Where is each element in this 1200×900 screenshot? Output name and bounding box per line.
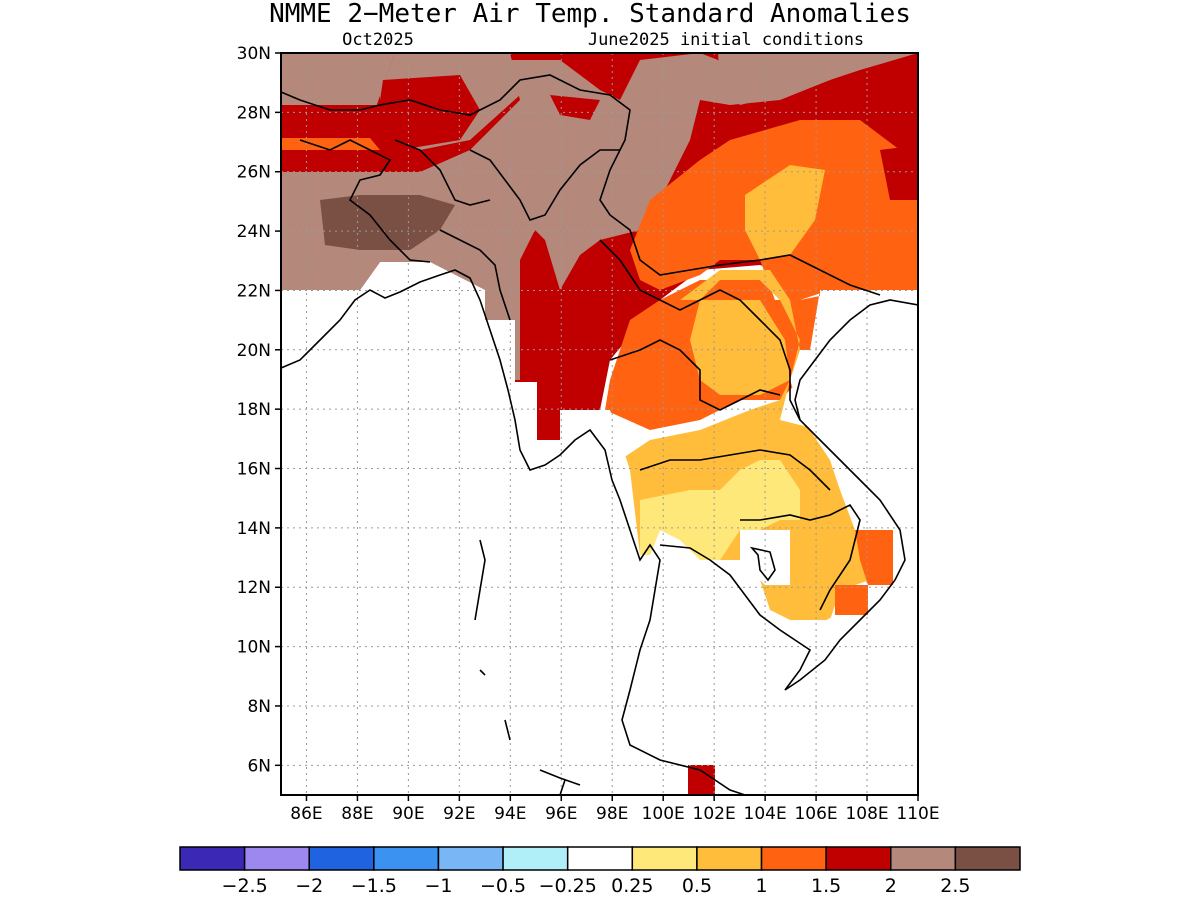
colorbar-label: −2 bbox=[295, 875, 323, 897]
colorbar-swatch bbox=[954, 846, 1021, 871]
lat-tick-label: 20N bbox=[237, 341, 271, 361]
colorbar-swatch bbox=[308, 846, 375, 871]
colorbar-label: −2.5 bbox=[222, 875, 268, 897]
colorbar-swatch bbox=[631, 846, 698, 871]
lat-tick-label: 22N bbox=[237, 281, 271, 301]
colorbar-label: −1 bbox=[424, 875, 452, 897]
colorbar-label: −0.5 bbox=[480, 875, 526, 897]
figure-title: NMME 2−Meter Air Temp. Standard Anomalie… bbox=[269, 0, 911, 29]
lon-tick-label: 100E bbox=[642, 804, 685, 824]
lon-tick-label: 94E bbox=[494, 804, 526, 824]
initial-conditions-label: June2025 initial conditions bbox=[588, 30, 864, 50]
colorbar bbox=[179, 846, 1021, 871]
lon-tick-label: 96E bbox=[545, 804, 577, 824]
lon-tick-label: 90E bbox=[392, 804, 424, 824]
colorbar-label: 2 bbox=[885, 875, 897, 897]
lon-tick-label: 110E bbox=[896, 804, 939, 824]
lon-tick-label: 108E bbox=[845, 804, 888, 824]
colorbar-swatch bbox=[502, 846, 569, 871]
lon-tick-label: 106E bbox=[794, 804, 837, 824]
colorbar-swatch bbox=[825, 846, 892, 871]
lat-tick-label: 18N bbox=[237, 400, 271, 420]
colorbar-label: 0.5 bbox=[682, 875, 712, 897]
latitude-axis-labels: 30N 28N 26N 24N 22N 20N 18N 16N 14N 12N 10N 8N 6N bbox=[237, 44, 281, 776]
colorbar-swatch bbox=[437, 846, 504, 871]
colorbar-labels: −2.5 −2 −1.5 −1 −0.5 −0.25 0.25 0.5 1 1.5 2 2.5 bbox=[222, 875, 971, 897]
colorbar-label: 1.5 bbox=[811, 875, 841, 897]
colorbar-swatch bbox=[373, 846, 440, 871]
lat-tick-label: 24N bbox=[237, 222, 271, 242]
lat-tick-label: 12N bbox=[237, 578, 271, 598]
lat-tick-label: 16N bbox=[237, 460, 271, 480]
colorbar-swatch bbox=[696, 846, 763, 871]
lon-tick-label: 88E bbox=[341, 804, 373, 824]
lat-tick-label: 30N bbox=[237, 44, 271, 64]
lon-tick-label: 86E bbox=[290, 804, 322, 824]
colorbar-label: −0.25 bbox=[539, 875, 597, 897]
lat-tick-label: 8N bbox=[247, 697, 271, 717]
lon-tick-label: 98E bbox=[596, 804, 628, 824]
lat-tick-label: 14N bbox=[237, 519, 271, 539]
lat-tick-label: 28N bbox=[237, 103, 271, 123]
colorbar-swatch bbox=[890, 846, 957, 871]
anomaly-fill-layer bbox=[281, 53, 918, 795]
longitude-axis-labels: 86E 88E 90E 92E 94E 96E 98E 100E 102E 104E 106E 108… bbox=[290, 795, 940, 824]
colorbar-swatch bbox=[243, 846, 310, 871]
colorbar-label: 1 bbox=[755, 875, 767, 897]
lon-tick-label: 92E bbox=[443, 804, 475, 824]
lon-tick-label: 102E bbox=[693, 804, 736, 824]
map-frame bbox=[280, 52, 919, 796]
colorbar-swatch bbox=[566, 846, 634, 871]
colorbar-swatch bbox=[760, 846, 827, 871]
forecast-month: Oct2025 bbox=[342, 30, 414, 50]
lon-tick-label: 104E bbox=[744, 804, 787, 824]
lat-tick-label: 6N bbox=[247, 756, 271, 776]
colorbar-label: 2.5 bbox=[940, 875, 970, 897]
coastline-borders bbox=[281, 74, 918, 795]
colorbar-label: −1.5 bbox=[351, 875, 397, 897]
lat-tick-label: 26N bbox=[237, 163, 271, 183]
colorbar-swatch bbox=[179, 846, 246, 871]
colorbar-label: 0.25 bbox=[611, 875, 653, 897]
lat-tick-label: 10N bbox=[237, 638, 271, 658]
